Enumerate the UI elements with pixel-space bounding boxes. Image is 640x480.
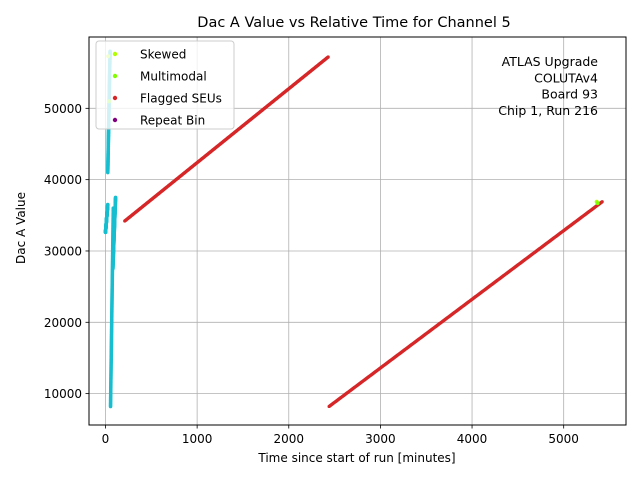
cyan-band-segment-0 [103,202,110,235]
legend-label: Skewed [140,47,186,61]
flagged-seu-segment-0 [123,55,330,223]
x-tick-label: 4000 [457,432,488,446]
cyan-band-point [113,195,118,200]
x-tick-label: 5000 [548,432,579,446]
x-tick-label: 0 [102,432,110,446]
legend-marker [112,117,118,123]
annotation-line: ATLAS Upgrade [502,54,599,69]
y-tick-label: 30000 [44,244,82,258]
x-tick-label: 2000 [273,432,304,446]
grid [89,37,626,425]
ticks: 0 1000 2000 3000 4000 5000 10000 20000 30000 4000… [44,102,579,446]
legend-label: Repeat Bin [140,113,205,127]
x-tick-label: 3000 [365,432,396,446]
legend-marker [112,51,118,57]
y-tick-label: 10000 [44,387,82,401]
cyan-band-segment-3 [111,195,118,271]
y-axis-label: Dac A Value [14,192,28,264]
annotation-line: COLUTAv4 [534,70,598,85]
legend-marker [112,95,118,101]
x-tick-label: 1000 [182,432,213,446]
plot-frame [88,36,627,426]
cyan-band-point [105,202,110,207]
legend-label: Flagged SEUs [140,91,222,105]
flagged-seu-point [600,200,604,204]
chart-title: Dac A Value vs Relative Time for Channel… [197,15,510,31]
annotation-line: Chip 1, Run 216 [498,103,598,118]
x-axis-label: Time since start of run [minutes] [257,451,455,465]
legend-marker [112,73,118,79]
y-tick-label: 20000 [44,316,82,330]
y-tick-label: 50000 [44,102,82,116]
legend-label: Multimodal [140,69,207,83]
annotation-line: Board 93 [541,87,598,102]
flagged-seu-point [326,55,330,59]
legend-box [95,40,235,130]
y-tick-label: 40000 [44,173,82,187]
multimodal-point [595,201,600,206]
legend: Skewed Multimodal Flagged SEUs Repeat Bin [95,40,235,130]
